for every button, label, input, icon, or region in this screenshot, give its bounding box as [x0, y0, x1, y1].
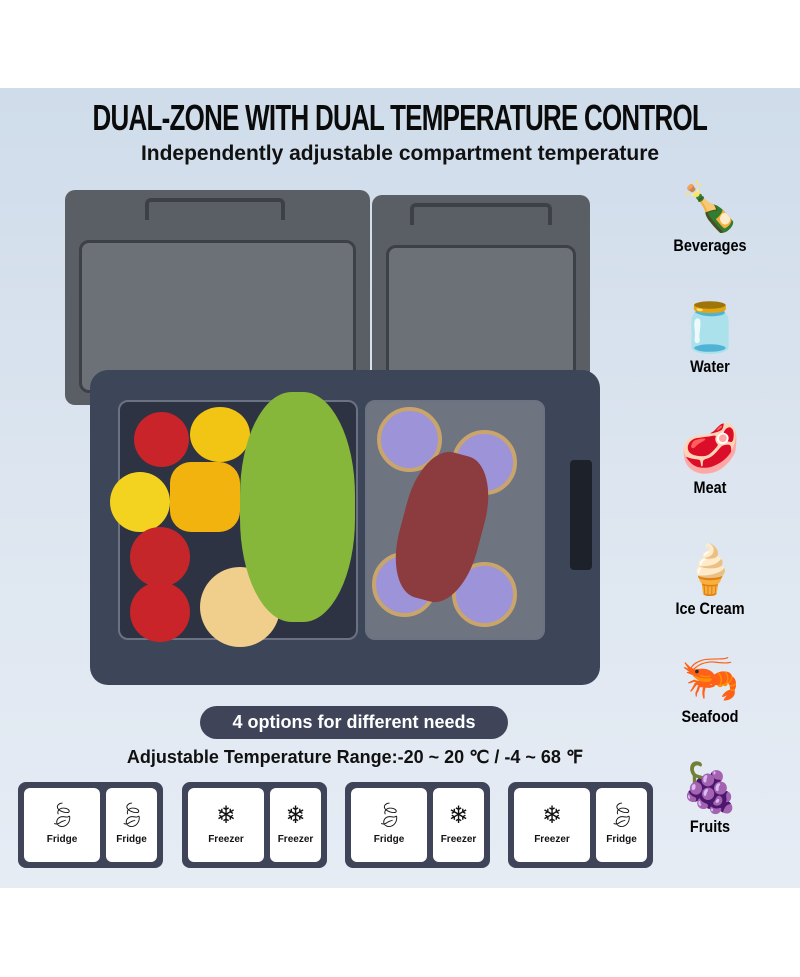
mode-option-2: ❄ Freezer ❄ Freezer [182, 782, 327, 868]
category-fruits: 🍇 Fruits [660, 761, 760, 837]
mode-option-4: ❄ Freezer 🍃︎ Fridge [508, 782, 653, 868]
snowflake-icon: ❄ [448, 802, 469, 829]
leaf-icon: 🍃︎ [46, 802, 78, 829]
leaf-icon: 🍃︎ [373, 802, 405, 829]
grapes-icon: 🍇 [680, 762, 740, 815]
snowflake-icon: ❄ [285, 802, 306, 829]
category-seafood: 🦐 Seafood [660, 651, 760, 727]
left-zone-mode: 🍃︎ Fridge [24, 788, 100, 862]
options-badge: 4 options for different needs [200, 706, 508, 739]
zone-mode-label: Freezer [208, 834, 244, 845]
freezer-compartment [365, 400, 545, 640]
control-panel [570, 460, 592, 570]
bottle-icon: 🍾 [680, 181, 740, 234]
fridge-compartment [110, 392, 358, 647]
category-water: 🫙 Water [660, 301, 760, 377]
zone-mode-label: Fridge [373, 834, 405, 845]
zone-mode-label: Fridge [46, 834, 78, 845]
steak-icon: 🥩 [680, 423, 740, 476]
zone-mode-label: Freezer [440, 834, 477, 845]
right-zone-mode: ❄ Freezer [270, 788, 321, 862]
snowflake-icon: ❄ [215, 802, 237, 829]
cooler-body [90, 370, 600, 685]
left-zone-mode: 🍃︎ Fridge [351, 788, 427, 862]
page-title-container: DUAL-ZONE WITH DUAL TEMPERATURE CONTROL [0, 97, 800, 139]
mode-option-3: 🍃︎ Fridge ❄ Freezer [345, 782, 490, 868]
shrimp-icon: 🦐 [680, 652, 740, 705]
zone-mode-label: Fridge [606, 834, 637, 845]
category-beverages: 🍾 Beverages [660, 180, 760, 256]
temperature-range: Adjustable Temperature Range:-20 ~ 20 ℃ … [126, 747, 584, 767]
category-meat: 🥩 Meat [660, 422, 760, 498]
zone-mode-label: Freezer [534, 834, 570, 845]
right-zone-mode: 🍃︎ Fridge [596, 788, 647, 862]
right-zone-mode: ❄ Freezer [433, 788, 484, 862]
page-subtitle: Independently adjustable compartment tem… [140, 142, 660, 165]
ice-cream-icon: 🍦 [680, 544, 740, 597]
zone-mode-label: Fridge [116, 834, 147, 845]
category-ice-cream: 🍦 Ice Cream [660, 543, 760, 619]
cooler-product-image [60, 190, 600, 690]
left-zone-mode: ❄ Freezer [188, 788, 264, 862]
left-lid [65, 190, 370, 405]
page-title: DUAL-ZONE WITH DUAL TEMPERATURE CONTROL [92, 97, 708, 138]
zone-mode-label: Freezer [277, 834, 314, 845]
leaf-icon: 🍃︎ [606, 802, 637, 829]
right-zone-mode: 🍃︎ Fridge [106, 788, 157, 862]
snowflake-icon: ❄ [541, 802, 563, 829]
leaf-icon: 🍃︎ [116, 802, 147, 829]
left-zone-mode: ❄ Freezer [514, 788, 590, 862]
mode-option-1: 🍃︎ Fridge 🍃︎ Fridge [18, 782, 163, 868]
milk-jar-icon: 🫙 [680, 302, 740, 355]
